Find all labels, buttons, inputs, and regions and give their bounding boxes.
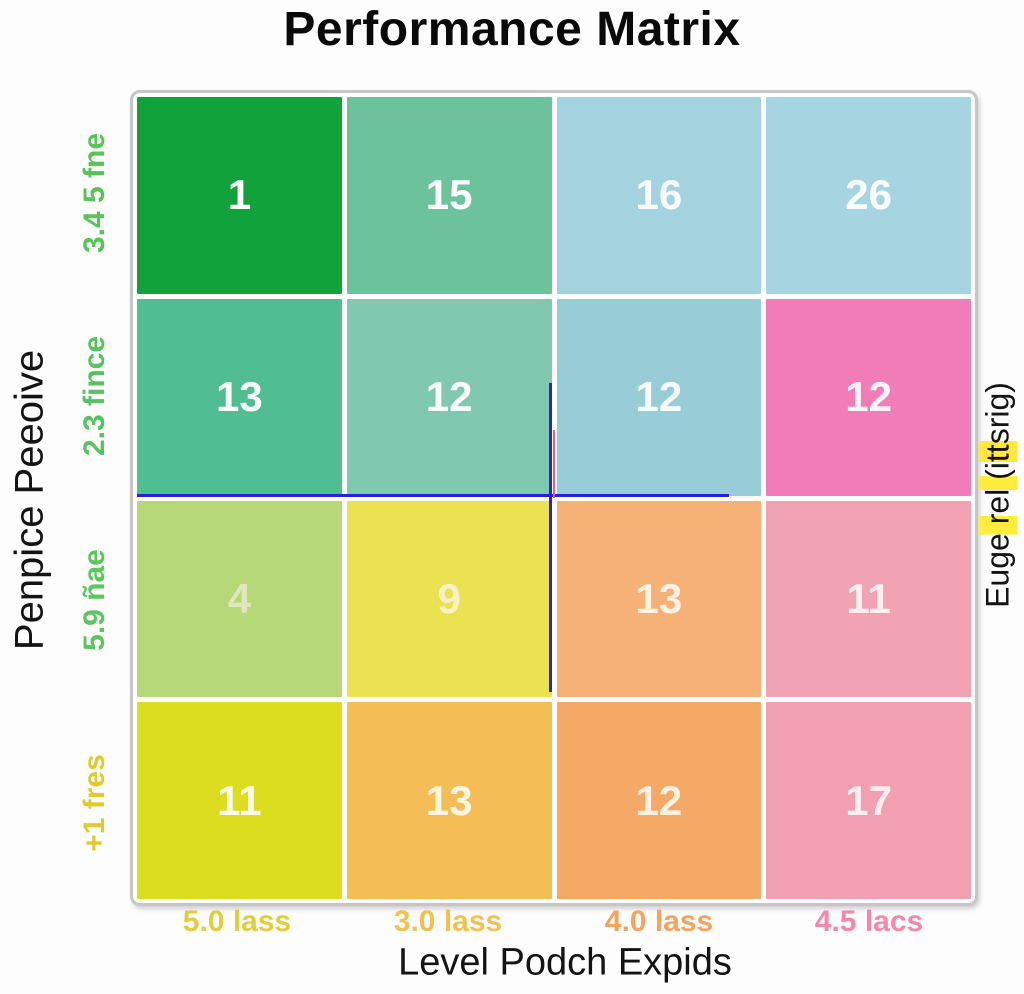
y-axis-title: Penpice Peeoive bbox=[7, 349, 52, 651]
heatmap-cell-r2c0: 4 bbox=[137, 500, 342, 698]
heatmap-cell-r2c2: 13 bbox=[556, 500, 762, 698]
cell-value: 12 bbox=[845, 373, 892, 421]
cell-value: 13 bbox=[635, 574, 683, 622]
cell-value: 13 bbox=[425, 776, 473, 824]
heatmap-cell-r0c2: 16 bbox=[556, 97, 762, 294]
heatmap-cell-r2c3: 11 bbox=[766, 500, 971, 698]
heatmap-panel: 1 15 16 26 13 12 12 12 4 9 13 11 11 13 12 17 bbox=[130, 90, 978, 906]
cell-value: 13 bbox=[216, 373, 263, 421]
crosshair-vertical-line bbox=[549, 383, 552, 692]
cell-value: 9 bbox=[437, 574, 461, 622]
heatmap-cell-r0c1: 15 bbox=[346, 97, 552, 294]
cell-value: 17 bbox=[845, 776, 892, 824]
y-axis-tick-3: +1 fres bbox=[78, 754, 111, 852]
crosshair-pink-fragment bbox=[553, 430, 555, 498]
y-axis-tick-0: 3.4 5 fne bbox=[78, 132, 111, 254]
heatmap-cell-r3c3: 17 bbox=[766, 702, 971, 899]
cell-value: 12 bbox=[635, 373, 683, 421]
y-axis-tick-1: 2.3 fince bbox=[78, 335, 111, 457]
y-axis-tick-2: 5.9 ñae bbox=[78, 549, 111, 651]
cell-value: 12 bbox=[425, 373, 473, 421]
cell-value: 4 bbox=[227, 574, 252, 622]
heatmap-cell-r1c2: 12 bbox=[556, 298, 762, 496]
x-axis-tick-0: 5.0 lass bbox=[182, 905, 292, 938]
cell-value: 26 bbox=[845, 171, 892, 219]
heatmap-cell-r1c3: 12 bbox=[766, 298, 971, 496]
heatmap-cell-r3c2: 12 bbox=[556, 702, 762, 899]
cell-value: 12 bbox=[635, 776, 683, 824]
chart-title: Performance Matrix bbox=[283, 3, 741, 56]
cell-value: 11 bbox=[217, 776, 262, 824]
x-axis-tick-2: 4.0 lass bbox=[604, 905, 714, 938]
right-axis-title: Euge rel (ittsrig) bbox=[978, 378, 1018, 612]
x-axis-tick-1: 3.0 lass bbox=[393, 905, 503, 938]
heatmap-cell-r1c1: 12 bbox=[346, 298, 552, 496]
heatmap-cell-r2c1: 9 bbox=[346, 500, 552, 698]
x-axis-title: Level Podch Expids bbox=[398, 941, 732, 984]
x-axis-tick-3: 4.5 lacs bbox=[814, 905, 924, 938]
heatmap-cell-r3c1: 13 bbox=[346, 702, 552, 899]
heatmap-cell-r0c3: 26 bbox=[766, 97, 971, 294]
cell-value: 16 bbox=[635, 171, 683, 219]
heatmap-cell-r3c0: 11 bbox=[137, 702, 342, 899]
cell-value: 11 bbox=[846, 574, 891, 622]
crosshair-horizontal-line bbox=[137, 494, 729, 497]
cell-value: 15 bbox=[425, 171, 473, 219]
heatmap-cell-r1c0: 13 bbox=[137, 298, 342, 496]
heatmap-grid: 1 15 16 26 13 12 12 12 4 9 13 11 11 13 12 17 bbox=[137, 97, 971, 899]
cell-value: 1 bbox=[227, 171, 252, 219]
heatmap-cell-r0c0: 1 bbox=[137, 97, 342, 294]
